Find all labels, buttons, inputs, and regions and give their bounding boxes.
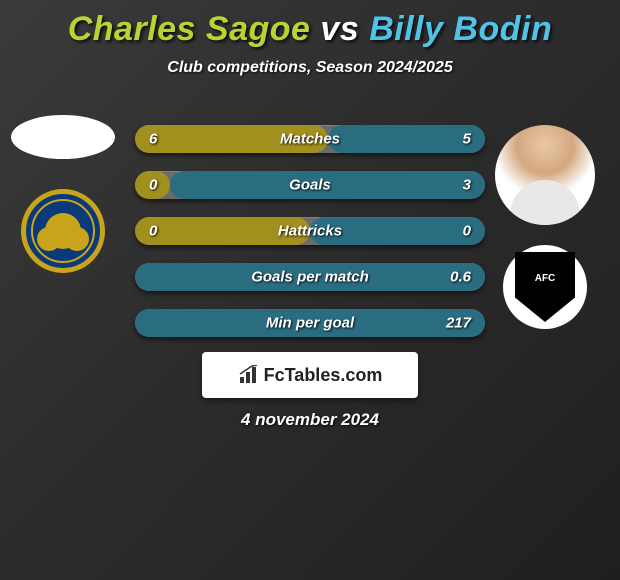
bars-icon [238, 365, 260, 385]
fctables-logo: FcTables.com [202, 352, 418, 398]
right-column: AFC [490, 125, 600, 329]
left-column [8, 115, 118, 273]
stat-right-value: 0 [463, 223, 471, 240]
logo-text: FcTables.com [264, 365, 383, 386]
stat-bar: Min per goal217 [135, 309, 485, 337]
date-text: 4 november 2024 [0, 410, 620, 430]
subtitle: Club competitions, Season 2024/2025 [0, 59, 620, 77]
player2-avatar [495, 125, 595, 225]
comparison-title: Charles Sagoe vs Billy Bodin [0, 0, 620, 49]
vs-text: vs [320, 10, 359, 48]
player1-avatar [11, 115, 115, 159]
stat-bar: 0Goals3 [135, 171, 485, 199]
stat-right-value: 217 [446, 315, 471, 332]
stat-right-value: 0.6 [450, 269, 471, 286]
player1-name: Charles Sagoe [68, 10, 311, 48]
club-badge-icon [45, 213, 81, 249]
stat-label: Goals [135, 177, 485, 194]
player2-name: Billy Bodin [369, 10, 552, 48]
stat-label: Matches [135, 131, 485, 148]
player2-club-badge: AFC [503, 245, 587, 329]
stat-right-value: 5 [463, 131, 471, 148]
stat-bar: 6Matches5 [135, 125, 485, 153]
stat-right-value: 3 [463, 177, 471, 194]
stat-label: Goals per match [135, 269, 485, 286]
player1-club-badge [21, 189, 105, 273]
stat-label: Hattricks [135, 223, 485, 240]
stat-bar: 0Hattricks0 [135, 217, 485, 245]
stat-label: Min per goal [135, 315, 485, 332]
club-shield-icon: AFC [515, 252, 575, 322]
stat-bar: Goals per match0.6 [135, 263, 485, 291]
stats-bars: 6Matches50Goals30Hattricks0Goals per mat… [135, 125, 485, 337]
